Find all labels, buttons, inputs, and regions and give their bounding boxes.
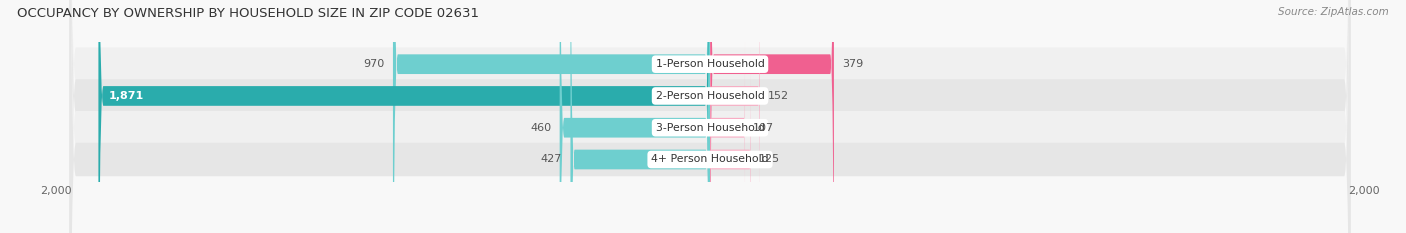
Text: 125: 125 [759,154,780,164]
Text: 3-Person Household: 3-Person Household [655,123,765,133]
Text: 970: 970 [364,59,385,69]
FancyBboxPatch shape [392,0,710,233]
Text: 1-Person Household: 1-Person Household [655,59,765,69]
Text: 1,871: 1,871 [108,91,143,101]
FancyBboxPatch shape [560,0,710,233]
Text: 379: 379 [842,59,863,69]
FancyBboxPatch shape [710,0,834,233]
Text: 152: 152 [768,91,789,101]
FancyBboxPatch shape [710,50,751,233]
Text: 427: 427 [541,154,562,164]
Text: 4+ Person Household: 4+ Person Household [651,154,769,164]
FancyBboxPatch shape [69,0,1351,233]
FancyBboxPatch shape [98,0,710,233]
Text: OCCUPANCY BY OWNERSHIP BY HOUSEHOLD SIZE IN ZIP CODE 02631: OCCUPANCY BY OWNERSHIP BY HOUSEHOLD SIZE… [17,7,479,20]
FancyBboxPatch shape [571,0,710,233]
Text: 107: 107 [754,123,775,133]
Text: 2-Person Household: 2-Person Household [655,91,765,101]
Text: Source: ZipAtlas.com: Source: ZipAtlas.com [1278,7,1389,17]
FancyBboxPatch shape [69,0,1351,233]
FancyBboxPatch shape [710,36,745,220]
FancyBboxPatch shape [710,0,759,231]
FancyBboxPatch shape [69,0,1351,233]
FancyBboxPatch shape [69,0,1351,233]
Text: 460: 460 [530,123,551,133]
